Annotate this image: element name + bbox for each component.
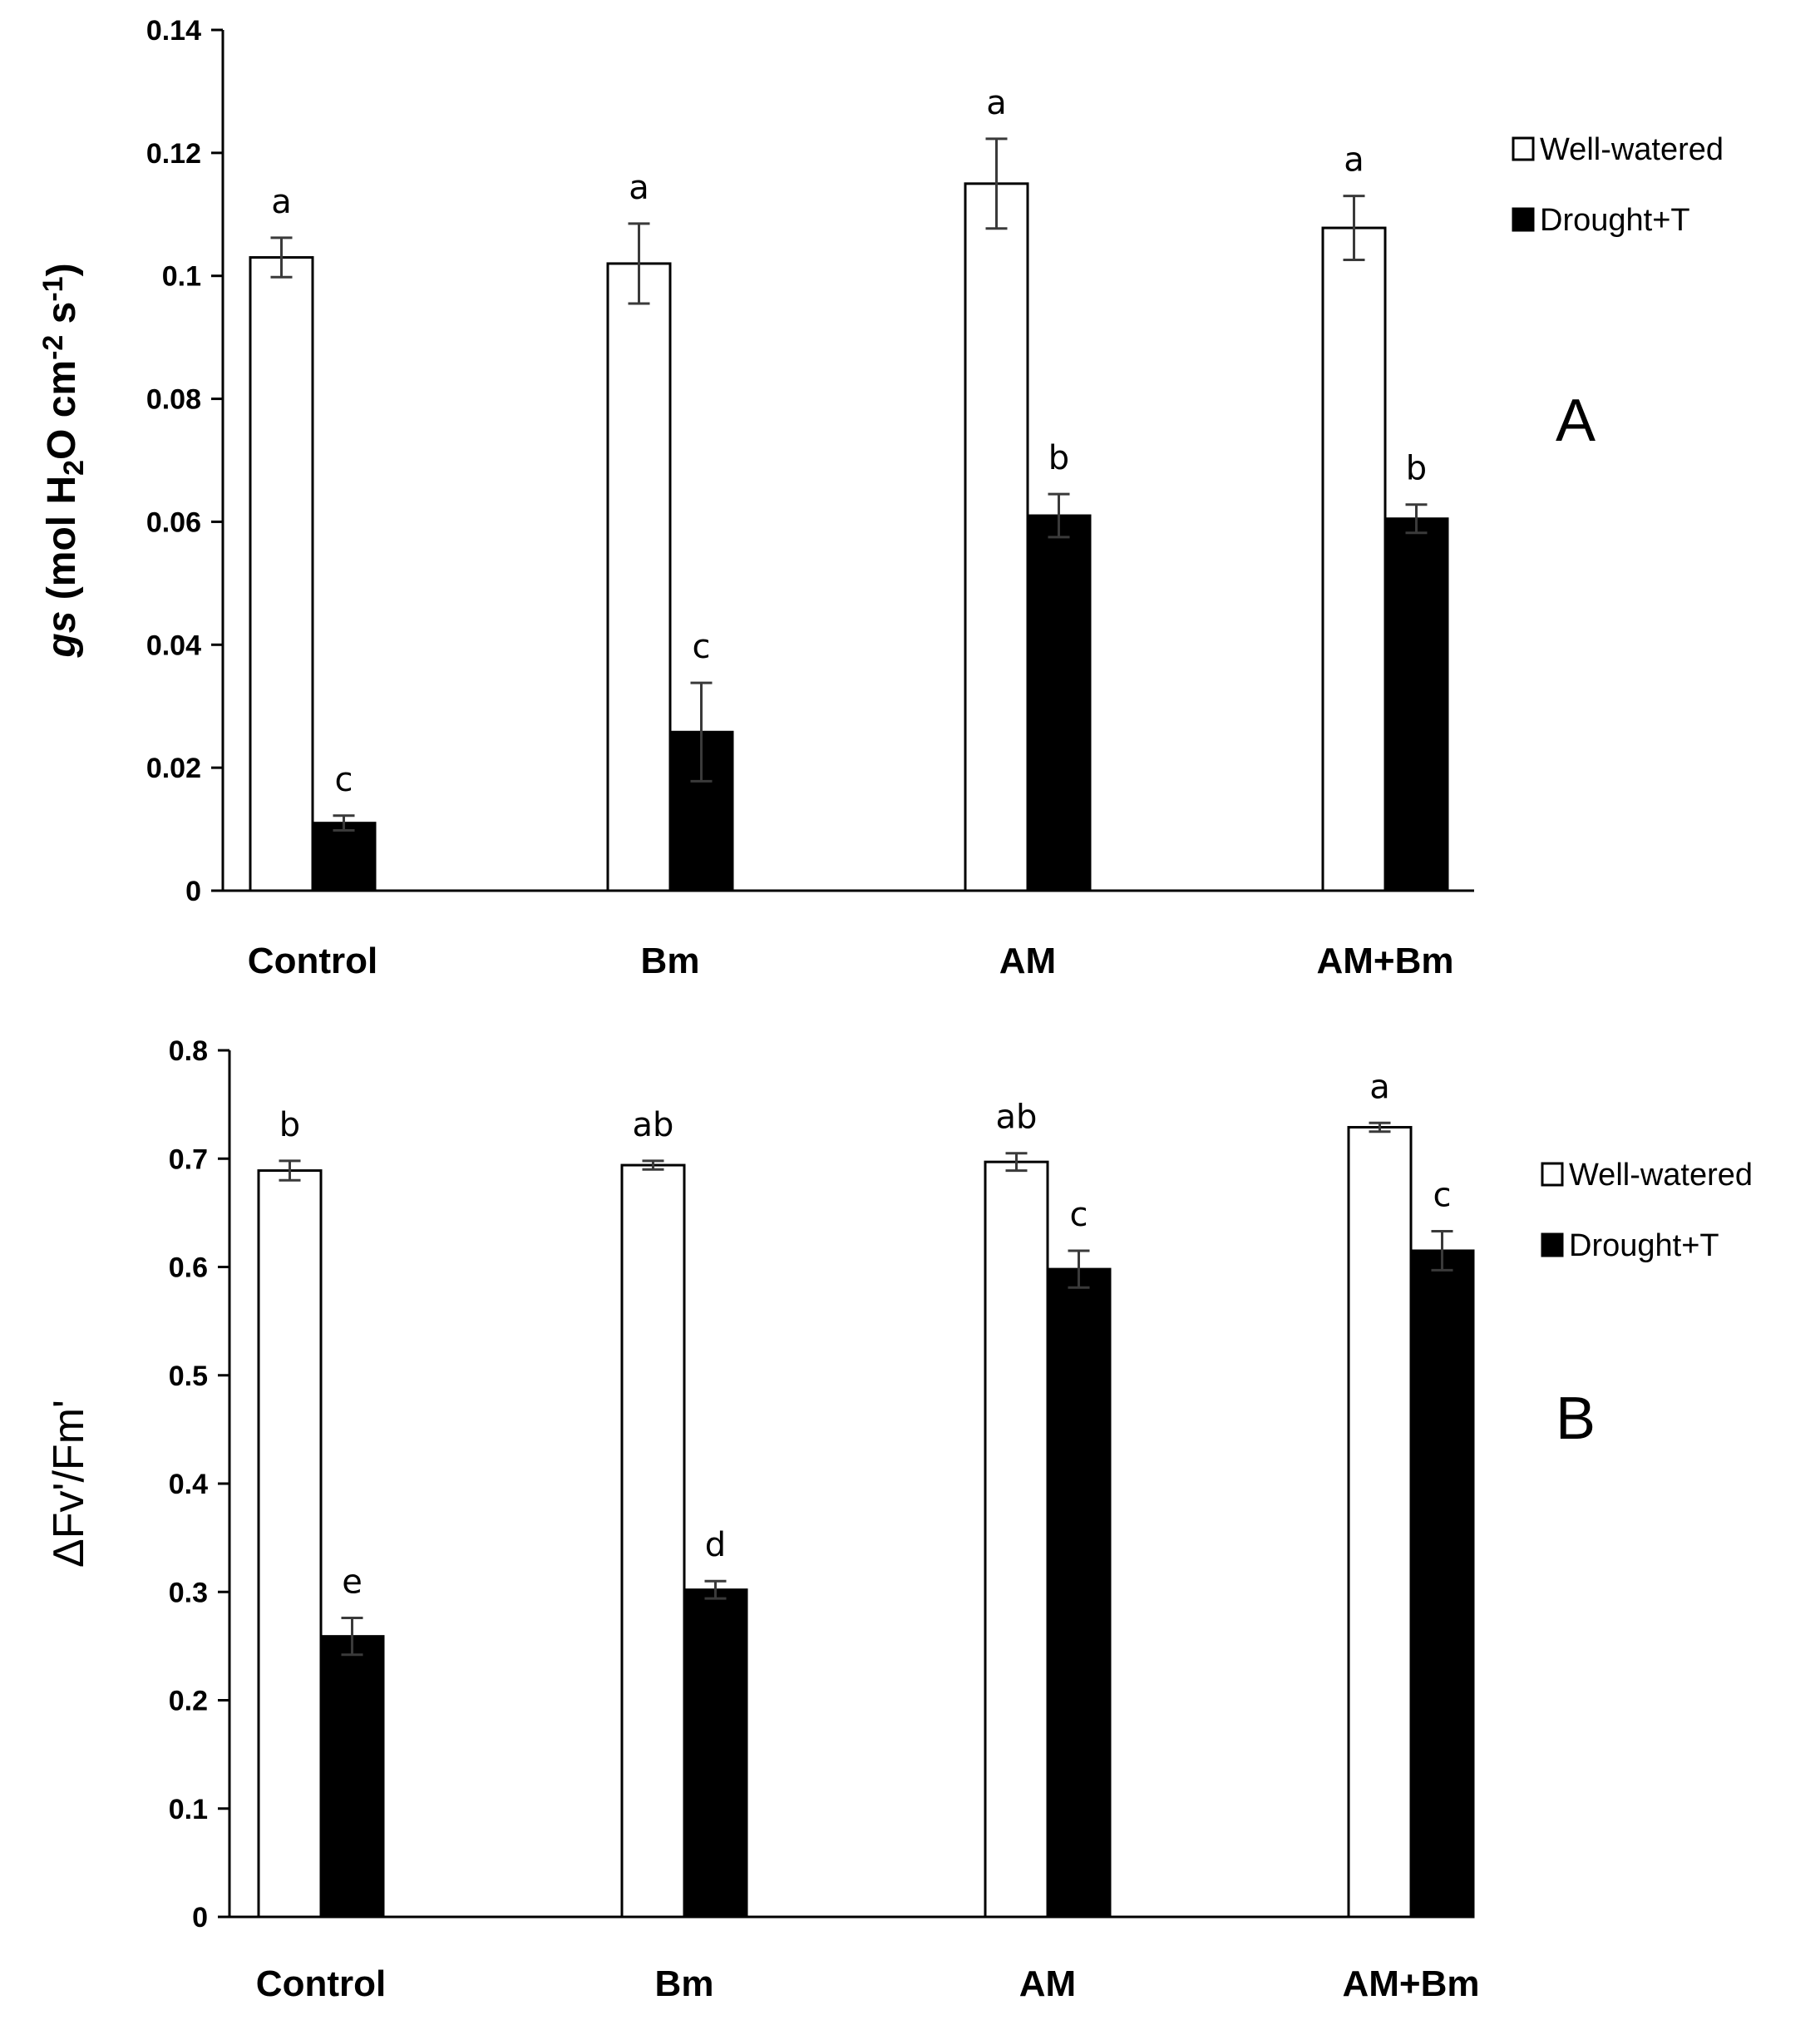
y-tick-label: 0.3 (169, 1577, 208, 1608)
y-tick-label: 0.04 (146, 630, 201, 661)
significance-letter: a (629, 169, 649, 207)
bar-well-watered (1347, 1125, 1413, 1919)
significance-letter: b (1048, 439, 1069, 477)
legend: Well-watered Drought+T (1512, 132, 1724, 238)
y-axis-label: gs (mol H2O cm-2 s-1) (37, 263, 90, 658)
y-tick-label: 0.1 (162, 261, 201, 293)
bar-well-watered (1321, 226, 1387, 892)
y-tick-label: 0.06 (146, 506, 201, 538)
legend-swatch-well-watered (1541, 1162, 1564, 1187)
significance-letter: c (693, 628, 711, 666)
x-tick-label: Bm (641, 941, 700, 981)
x-tick-label: Control (256, 1963, 386, 2004)
legend-swatch-drought-t (1512, 207, 1535, 232)
chart-panel-b: 0 0.1 0.2 0.3 0.4 0.5 0.6 0.7 0.8 ΔFv'/Fm' Control… (45, 1035, 1753, 2004)
y-tick-label: 0.5 (169, 1361, 208, 1392)
legend-label: Well-watered (1540, 132, 1724, 167)
error-bar (341, 1617, 363, 1657)
y-tick-label: 0.14 (146, 15, 201, 47)
significance-letter: a (986, 84, 1007, 122)
error-bar (1343, 195, 1365, 261)
bar-drought-t (1026, 514, 1092, 892)
bar-well-watered (984, 1160, 1049, 1919)
significance-letter: a (271, 183, 292, 221)
error-bar (690, 681, 713, 783)
error-bar (333, 814, 355, 832)
significance-letter: ab (633, 1106, 674, 1144)
bar-drought-t (1383, 517, 1449, 892)
significance-letter: c (1070, 1196, 1088, 1234)
bar-well-watered (257, 1169, 323, 1919)
chart-panel-a: 0 0.02 0.04 0.06 0.08 0.1 0.12 0.14 gs (mol H2O … (37, 15, 1724, 981)
error-bar (270, 236, 293, 279)
bar-drought-t (683, 1588, 748, 1919)
error-bar (1369, 1121, 1391, 1134)
bar-well-watered (606, 262, 672, 892)
error-bar (1405, 503, 1428, 535)
panel-letter: A (1556, 388, 1596, 454)
y-axis-label-part: 2 (58, 460, 90, 476)
significance-letter: c (1433, 1177, 1452, 1215)
x-tick-label: AM+Bm (1342, 1963, 1479, 2004)
legend-label: Drought+T (1569, 1228, 1719, 1263)
legend-label: Drought+T (1540, 203, 1690, 238)
y-tick-label: 0.7 (169, 1143, 208, 1175)
error-bar (985, 137, 1008, 230)
y-axis-label-part: ) (40, 263, 84, 276)
error-bar (628, 222, 650, 305)
error-bar (279, 1159, 301, 1182)
significance-letter: e (342, 1563, 363, 1602)
bar-drought-t (1409, 1249, 1475, 1919)
y-axis-label: ΔFv'/Fm' (45, 1400, 93, 1568)
x-tick-label: AM (1019, 1963, 1076, 2004)
panel-letter: B (1556, 1385, 1596, 1452)
significance-letter: c (335, 761, 353, 799)
legend-label: Well-watered (1569, 1158, 1753, 1193)
legend-swatch-drought-t (1541, 1232, 1564, 1257)
y-axis-label-part: O cm (40, 360, 84, 460)
significance-letter: a (1344, 141, 1364, 180)
x-tick-label: AM+Bm (1316, 941, 1453, 981)
y-tick-label: 0 (192, 1902, 208, 1934)
y-tick-label: 0.02 (146, 753, 201, 784)
error-bar (704, 1579, 727, 1600)
bar-drought-t (311, 822, 377, 892)
y-axis-label-part: -2 (37, 335, 69, 360)
error-bar (1068, 1249, 1090, 1289)
significance-letter: b (279, 1106, 300, 1144)
significance-letter: b (1406, 450, 1427, 488)
bar-drought-t (1046, 1267, 1112, 1919)
y-axis-label-part: (mol H (40, 476, 84, 611)
bar-well-watered (249, 256, 314, 892)
y-axis-label-part: -1 (37, 276, 69, 301)
significance-letter: a (1369, 1068, 1390, 1106)
x-tick-label: AM (999, 941, 1056, 981)
bar-drought-t (319, 1635, 385, 1919)
legend: Well-watered Drought+T (1541, 1158, 1753, 1263)
x-tick-label: Bm (655, 1963, 714, 2004)
significance-letter: ab (996, 1099, 1038, 1137)
error-bar (1431, 1230, 1453, 1272)
error-bar (1005, 1152, 1028, 1173)
y-tick-label: 0.12 (146, 138, 201, 170)
x-tick-label: Control (248, 941, 377, 981)
y-axis-label-part: s (40, 302, 84, 335)
y-tick-label: 0.2 (169, 1686, 208, 1717)
y-tick-label: 0 (185, 876, 201, 907)
y-tick-label: 0.6 (169, 1252, 208, 1284)
error-bar (642, 1159, 664, 1171)
legend-swatch-well-watered (1512, 136, 1535, 161)
bar-well-watered (964, 182, 1029, 892)
y-tick-label: 0.8 (169, 1035, 208, 1067)
y-axis-label-part: gs (40, 611, 84, 659)
y-tick-label: 0.08 (146, 384, 201, 416)
error-bar (1048, 492, 1070, 539)
y-tick-label: 0.4 (169, 1469, 208, 1500)
significance-letter: d (705, 1526, 726, 1564)
y-tick-label: 0.1 (169, 1794, 208, 1825)
bar-well-watered (620, 1163, 686, 1919)
